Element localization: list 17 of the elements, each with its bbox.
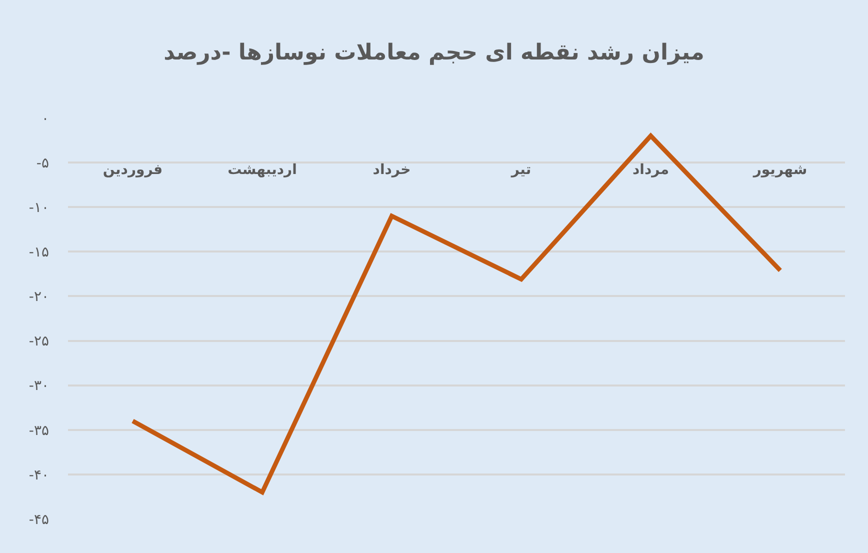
chart-title: میزان رشد نقطه ای حجم معاملات نوسازها -درصد	[164, 40, 704, 66]
x-tick-label: مرداد	[632, 162, 670, 178]
y-tick-label: -۱۰	[28, 200, 49, 216]
y-tick-label: -۵	[36, 155, 49, 172]
x-tick-label: تیر	[510, 162, 532, 178]
x-tick-label: اردیبهشت	[228, 162, 297, 178]
x-tick-label: شهریور	[752, 162, 808, 178]
y-tick-label: -۳۰	[28, 378, 49, 394]
y-tick-label: ۰	[41, 110, 49, 127]
y-tick-label: -۲۵	[28, 334, 49, 350]
x-tick-label: فروردین	[102, 162, 163, 178]
y-tick-label: -۲۰	[28, 289, 49, 306]
y-tick-label: -۱۵	[28, 244, 49, 261]
x-tick-label: خرداد	[372, 162, 411, 178]
y-tick-label: -۳۵	[28, 422, 49, 439]
y-tick-label: -۴۰	[28, 467, 49, 484]
y-tick-label: -۴۵	[28, 512, 49, 528]
